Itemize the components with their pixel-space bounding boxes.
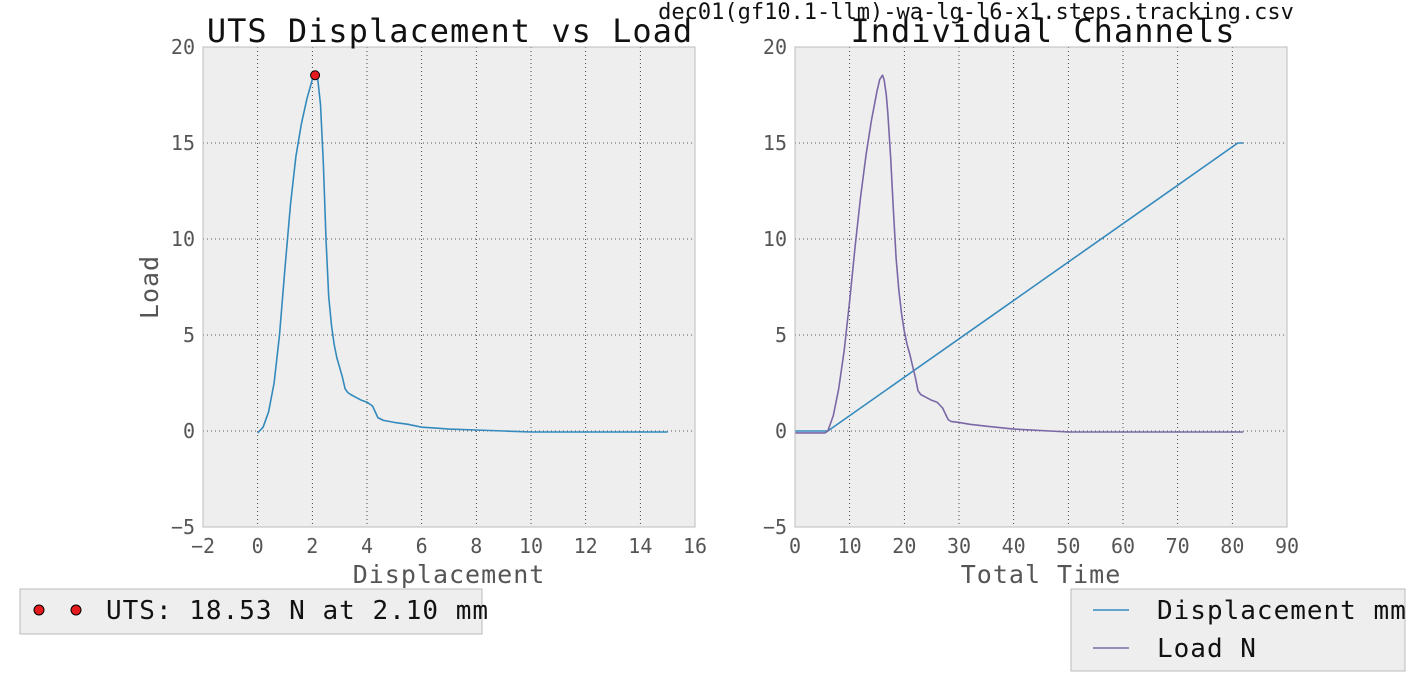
x-tick-label: 12 [574,534,598,558]
x-tick-label: 50 [1056,534,1080,558]
x-tick-label: 6 [416,534,428,558]
y-tick-label: 5 [183,323,195,347]
x-tick-label: −2 [191,534,215,558]
x-tick-label: 14 [628,534,652,558]
y-tick-label: 0 [183,419,195,443]
y-tick-label: 20 [171,35,195,59]
left-plot-area [203,47,695,527]
left-legend-box [19,588,483,635]
x-tick-label: 30 [947,534,971,558]
left-legend-label: UTS: 18.53 N at 2.10 mm [106,596,489,626]
left-x-axis-label: Displacement [353,560,546,589]
y-tick-label: 15 [171,131,195,155]
uts-peak-marker [310,70,321,81]
right-legend: Displacement mm Load N [1070,588,1407,672]
left-y-axis-label: Load [135,255,164,319]
legend-marker-dot-icon [33,604,45,616]
right-legend-box [1070,588,1406,672]
right-x-axis-label: Total Time [961,560,1122,589]
x-tick-label: 20 [892,534,916,558]
x-tick-label: 10 [838,534,862,558]
x-tick-label: 2 [306,534,318,558]
y-tick-label: 10 [171,227,195,251]
right-chart-title: Individual Channels [850,12,1235,50]
x-tick-label: 16 [683,534,707,558]
right-axes-frame [794,46,1288,528]
x-tick-label: 40 [1002,534,1026,558]
y-tick-label: 10 [763,227,787,251]
x-tick-label: 90 [1275,534,1299,558]
legend-marker-dot-icon [70,604,82,616]
left-series-lines [257,70,668,434]
x-tick-label: 0 [789,534,801,558]
x-tick-label: 0 [252,534,264,558]
x-tick-label: 60 [1111,534,1135,558]
legend-label-displacement: Displacement mm [1157,596,1407,626]
y-tick-label: 15 [763,131,787,155]
series-line-load-n [795,74,1244,434]
left-chart-title: UTS Displacement vs Load [207,12,693,50]
figure-suptitle: dec01(gf10.1-llm)-wa-lg-l6-x1.steps.trac… [658,0,1294,25]
x-tick-label: 10 [519,534,543,558]
y-tick-label: −5 [171,515,195,539]
left-tick-labels: −2 0 2 4 6 8 10 12 14 16 −5 0 5 10 15 20 [171,35,707,558]
legend-label-load: Load N [1157,634,1257,664]
left-axes: −2 0 2 4 6 8 10 12 14 16 −5 0 5 10 15 20 UTS Displaceme… [135,12,707,589]
x-tick-label: 4 [361,534,373,558]
x-tick-label: 80 [1220,534,1244,558]
x-tick-label: 70 [1166,534,1190,558]
y-tick-label: 20 [763,35,787,59]
right-plot-area [795,47,1287,527]
y-tick-label: 0 [775,419,787,443]
left-axes-frame [202,46,696,528]
left-legend: UTS: 18.53 N at 2.10 mm [19,588,489,635]
series-line-displacement-mm [795,142,1244,432]
right-series-lines [795,74,1244,434]
series-line-0 [257,74,668,434]
x-tick-label: 8 [470,534,482,558]
y-tick-label: −5 [763,515,787,539]
y-tick-label: 5 [775,323,787,347]
